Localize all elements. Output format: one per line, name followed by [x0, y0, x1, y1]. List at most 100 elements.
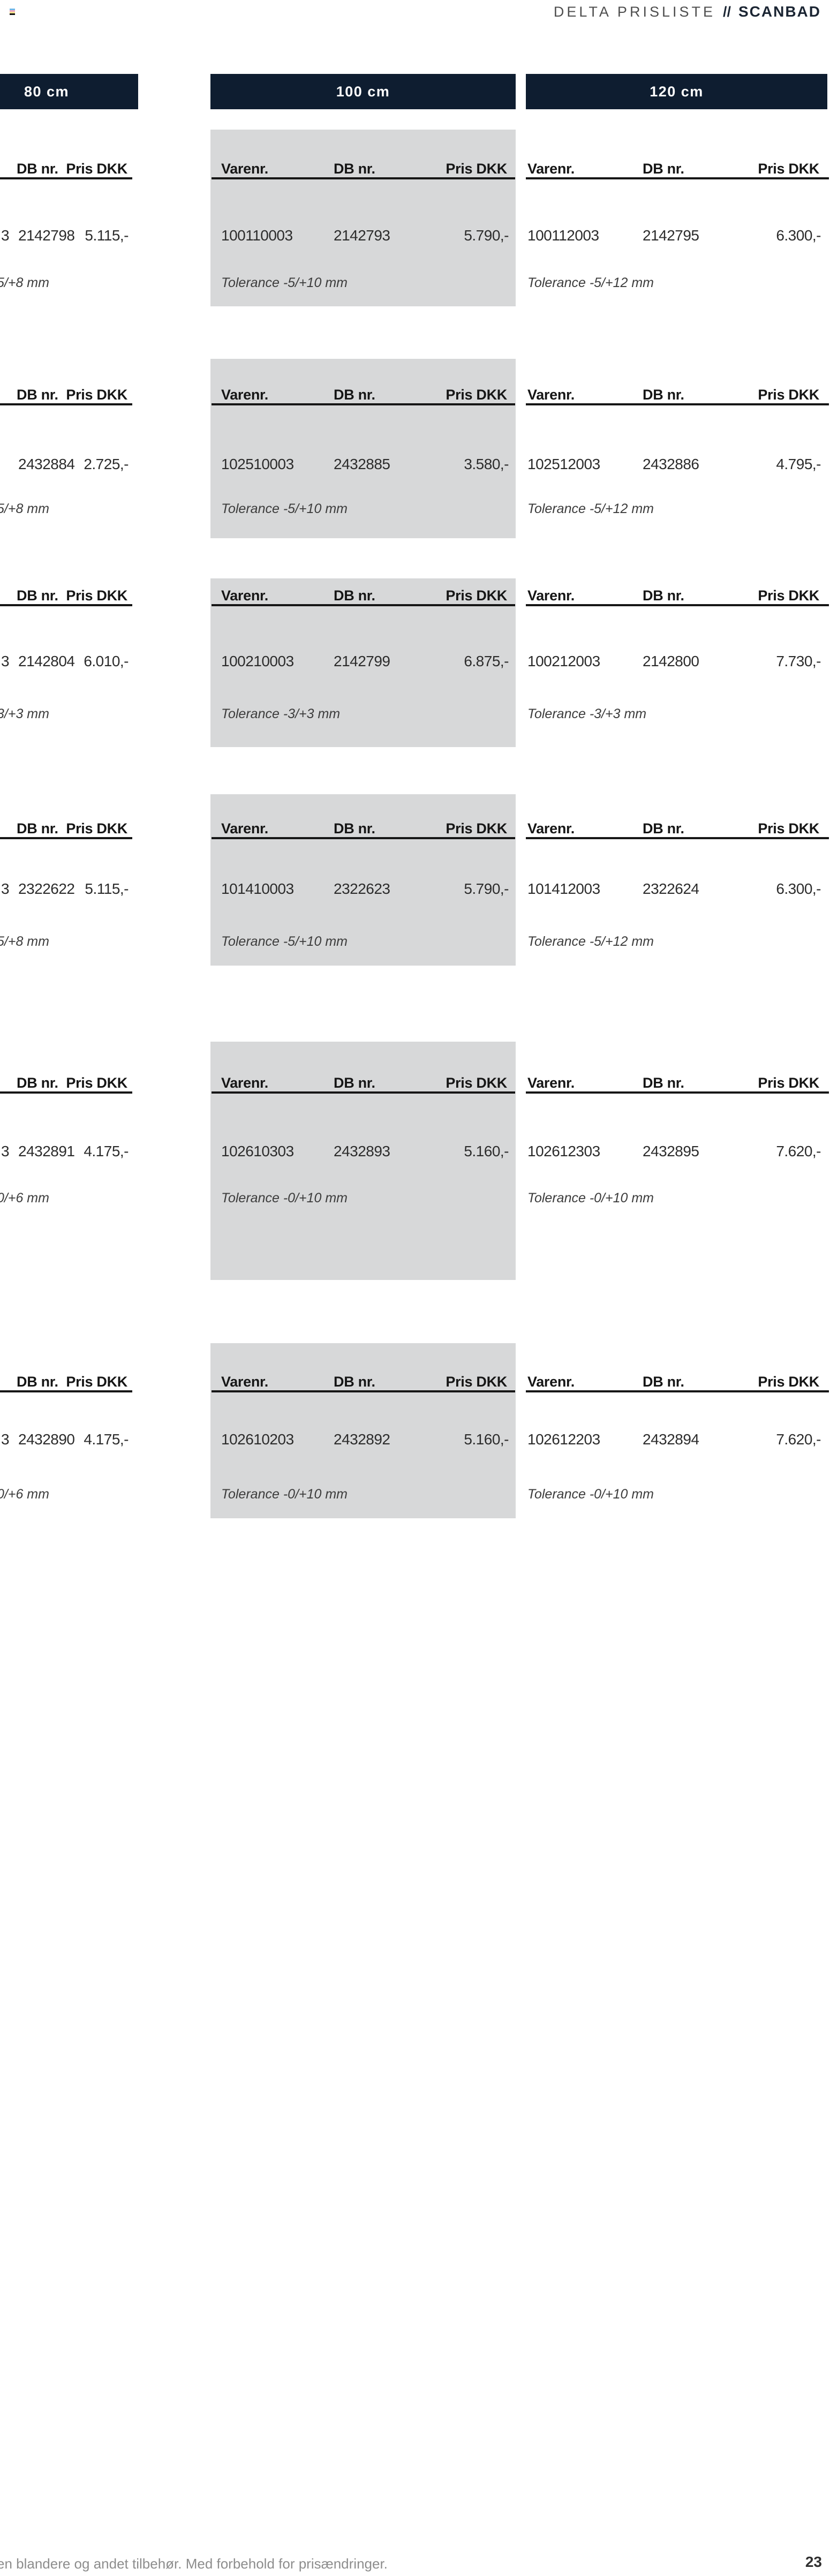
header-rule: [526, 1390, 829, 1392]
cell-dbnr: 2142795: [643, 227, 699, 244]
cell-pris: 6.300,-: [776, 227, 821, 244]
col-header-pris: Pris DKK: [66, 387, 127, 403]
cell-dbnr: 2322622: [18, 880, 75, 897]
cell-dbnr: 2142799: [334, 653, 390, 669]
cell-varenr: 3: [1, 227, 10, 244]
cell-dbnr: 2432895: [643, 1143, 699, 1159]
cell-varenr: 3: [1, 880, 10, 897]
col-header-pris: Pris DKK: [66, 1075, 127, 1091]
highlight-block: [210, 1042, 516, 1280]
title-separator: //: [722, 4, 731, 20]
col-header-pris: Pris DKK: [446, 1374, 507, 1390]
cell-dbnr: 2142800: [643, 653, 699, 669]
col-header-dbnr: DB nr.: [334, 1075, 375, 1091]
col-header-dbnr: DB nr.: [17, 820, 58, 837]
col-header-pris: Pris DKK: [758, 820, 819, 837]
col-header-pris: Pris DKK: [758, 387, 819, 403]
page-header: DELTA PRISLISTE // SCANBAD: [554, 3, 821, 20]
col-header-pris: Pris DKK: [66, 1374, 127, 1390]
header-rule: [212, 1091, 515, 1094]
cell-dbnr: 2432891: [18, 1143, 75, 1159]
col-header-pris: Pris DKK: [446, 387, 507, 403]
tolerance-note: Tolerance -3/+3 mm: [527, 706, 647, 721]
header-rule: [0, 177, 132, 179]
col-header-varenr: Varenr.: [527, 1374, 575, 1390]
highlight-block: [210, 794, 516, 966]
footer-note: en blandere og andet tilbehør. Med forbe…: [0, 2556, 388, 2572]
col-header-pris: Pris DKK: [758, 1374, 819, 1390]
col-header-pris: Pris DKK: [758, 1075, 819, 1091]
col-header-pris: Pris DKK: [446, 587, 507, 604]
highlight-block: [210, 1343, 516, 1518]
document-title: DELTA PRISLISTE: [553, 4, 715, 20]
col-header-dbnr: DB nr.: [17, 587, 58, 604]
cell-dbnr: 2142793: [334, 227, 390, 244]
col-header-dbnr: DB nr.: [17, 1075, 58, 1091]
cell-dbnr: 2432886: [643, 456, 699, 472]
cell-pris: 6.010,-: [84, 653, 129, 669]
col-header-varenr: Varenr.: [221, 587, 268, 604]
col-header-varenr: Varenr.: [527, 587, 575, 604]
header-rule: [0, 403, 132, 405]
col-header-dbnr: DB nr.: [17, 1374, 58, 1390]
col-header-varenr: Varenr.: [221, 161, 268, 177]
cell-pris: 7.730,-: [776, 653, 821, 669]
cell-dbnr: 2432884: [18, 456, 75, 472]
cell-pris: 5.790,-: [464, 880, 509, 897]
tolerance-note: Tolerance -5/+12 mm: [527, 934, 654, 949]
size-bar-120cm: 120 cm: [526, 74, 827, 109]
cell-dbnr: 2432885: [334, 456, 390, 472]
highlight-block: [210, 130, 516, 306]
size-bar-100cm: 100 cm: [210, 74, 516, 109]
tolerance-note: Tolerance -0/+10 mm: [527, 1487, 654, 1502]
col-header-dbnr: DB nr.: [17, 161, 58, 177]
col-header-varenr: Varenr.: [221, 820, 268, 837]
cell-dbnr: 2432892: [334, 1431, 390, 1448]
cell-dbnr: 2142804: [18, 653, 75, 669]
cell-pris: 5.790,-: [464, 227, 509, 244]
header-rule: [212, 403, 515, 405]
cell-pris: 3.580,-: [464, 456, 509, 472]
col-header-dbnr: DB nr.: [334, 1374, 375, 1390]
tolerance-note: Tolerance -0/+10 mm: [527, 1191, 654, 1206]
cell-pris: 2.725,-: [84, 456, 129, 472]
tolerance-note: 5/+8 mm: [0, 275, 49, 290]
col-header-dbnr: DB nr.: [334, 820, 375, 837]
tolerance-note: Tolerance -0/+10 mm: [221, 1487, 348, 1502]
col-header-dbnr: DB nr.: [643, 1374, 684, 1390]
tolerance-note: 0/+6 mm: [0, 1487, 49, 1502]
cell-pris: 6.875,-: [464, 653, 509, 669]
col-header-dbnr: DB nr.: [643, 1075, 684, 1091]
header-rule: [212, 604, 515, 606]
cell-varenr: 102612303: [527, 1143, 600, 1159]
header-rule: [212, 1390, 515, 1392]
tolerance-note: Tolerance -0/+10 mm: [221, 1191, 348, 1206]
cell-varenr: 100210003: [221, 653, 294, 669]
tolerance-note: 0/+6 mm: [0, 1191, 49, 1206]
cell-pris: 4.795,-: [776, 456, 821, 472]
col-header-varenr: Varenr.: [527, 1075, 575, 1091]
col-header-pris: Pris DKK: [758, 161, 819, 177]
col-header-pris: Pris DKK: [446, 1075, 507, 1091]
col-header-pris: Pris DKK: [66, 820, 127, 837]
col-header-dbnr: DB nr.: [17, 387, 58, 403]
cell-pris: 5.115,-: [85, 880, 129, 897]
cell-dbnr: 2142798: [18, 227, 75, 244]
col-header-varenr: Varenr.: [221, 1075, 268, 1091]
page-number: 23: [805, 2554, 822, 2570]
cell-dbnr: 2432890: [18, 1431, 75, 1448]
tolerance-note: Tolerance -5/+10 mm: [221, 275, 348, 290]
cell-varenr: 102610303: [221, 1143, 294, 1159]
col-header-pris: Pris DKK: [66, 161, 127, 177]
cell-pris: 6.300,-: [776, 880, 821, 897]
cell-varenr: 101410003: [221, 880, 294, 897]
col-header-varenr: Varenr.: [221, 387, 268, 403]
cell-varenr: 101412003: [527, 880, 600, 897]
cell-pris: 4.175,-: [84, 1143, 129, 1159]
col-header-varenr: Varenr.: [527, 820, 575, 837]
